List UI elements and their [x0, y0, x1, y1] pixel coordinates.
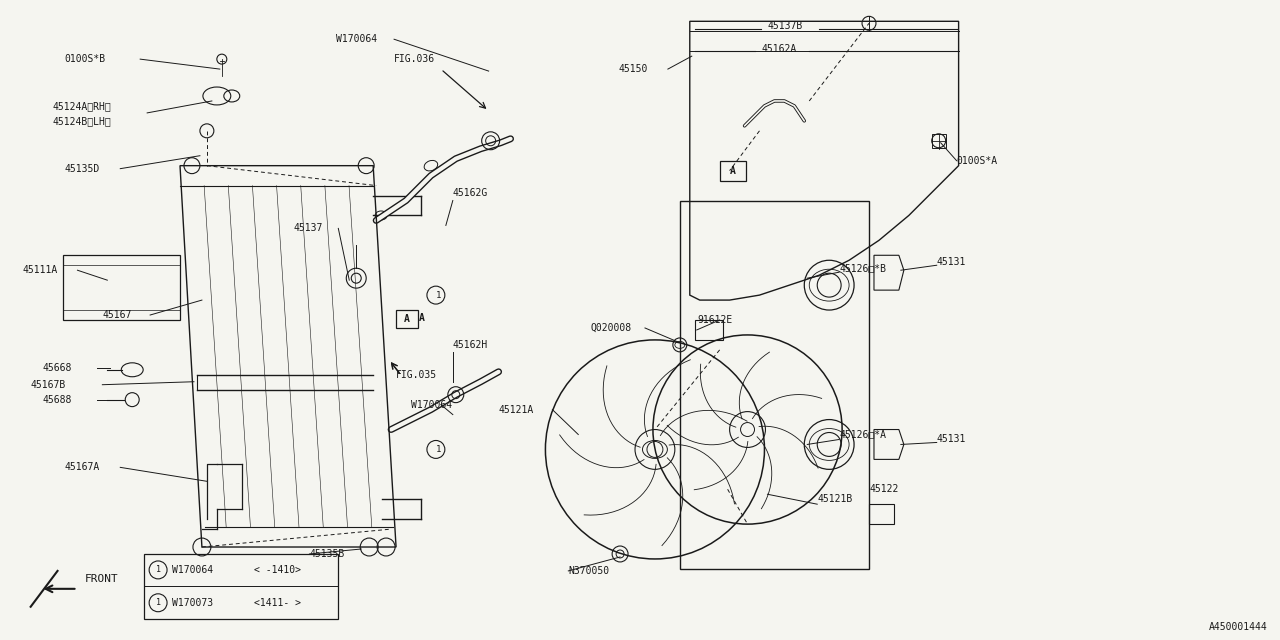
- Text: <1411- >: <1411- >: [253, 598, 301, 608]
- Bar: [695, 320, 723, 340]
- Text: 45121B: 45121B: [817, 494, 852, 504]
- Bar: [145, 554, 338, 619]
- Text: 45126□*B: 45126□*B: [840, 263, 886, 273]
- Text: 0100S*B: 0100S*B: [64, 54, 106, 64]
- Text: FIG.035: FIG.035: [396, 370, 438, 380]
- Text: FIG.036: FIG.036: [394, 54, 435, 64]
- Bar: [396, 310, 419, 328]
- Text: 45111A: 45111A: [23, 265, 58, 275]
- Text: 45150: 45150: [618, 64, 648, 74]
- Text: < -1410>: < -1410>: [253, 565, 301, 575]
- Text: 1: 1: [156, 598, 160, 607]
- Bar: [719, 161, 745, 180]
- Text: 45167A: 45167A: [64, 462, 100, 472]
- Text: 45135B: 45135B: [310, 549, 344, 559]
- Text: 45167B: 45167B: [31, 380, 65, 390]
- Text: W170064: W170064: [337, 34, 378, 44]
- Text: 1: 1: [436, 445, 442, 454]
- Text: 45124A〈RH〉: 45124A〈RH〉: [52, 101, 111, 111]
- Text: A450001444: A450001444: [1208, 621, 1267, 632]
- Text: 45135D: 45135D: [64, 164, 100, 173]
- Text: 45137: 45137: [293, 223, 323, 234]
- Text: 1: 1: [436, 291, 442, 300]
- Text: A: A: [419, 313, 425, 323]
- Text: 45124B〈LH〉: 45124B〈LH〉: [52, 116, 111, 126]
- Text: N370050: N370050: [568, 566, 609, 576]
- Bar: [932, 134, 946, 148]
- Text: 45131: 45131: [937, 257, 966, 268]
- Text: 1: 1: [156, 565, 160, 575]
- Text: 45122: 45122: [869, 484, 899, 494]
- Text: W170073: W170073: [172, 598, 214, 608]
- Text: Q020008: Q020008: [590, 323, 631, 333]
- Text: A: A: [730, 166, 736, 175]
- Text: 45162A: 45162A: [762, 44, 796, 54]
- Text: 45688: 45688: [42, 395, 72, 404]
- Text: 45137B: 45137B: [768, 21, 803, 31]
- Text: FRONT: FRONT: [84, 574, 118, 584]
- Text: 45162G: 45162G: [453, 188, 488, 198]
- Text: 45167: 45167: [102, 310, 132, 320]
- Text: A: A: [404, 314, 410, 324]
- Text: W170064: W170064: [411, 399, 452, 410]
- Text: W170064: W170064: [172, 565, 214, 575]
- Text: 45126□*A: 45126□*A: [840, 429, 886, 440]
- Bar: [680, 200, 869, 569]
- Text: 45121A: 45121A: [499, 404, 534, 415]
- Text: 45668: 45668: [42, 363, 72, 372]
- Text: 91612E: 91612E: [698, 315, 733, 325]
- Text: 45162H: 45162H: [453, 340, 488, 350]
- Text: 0100S*A: 0100S*A: [956, 156, 997, 166]
- Text: 45131: 45131: [937, 435, 966, 444]
